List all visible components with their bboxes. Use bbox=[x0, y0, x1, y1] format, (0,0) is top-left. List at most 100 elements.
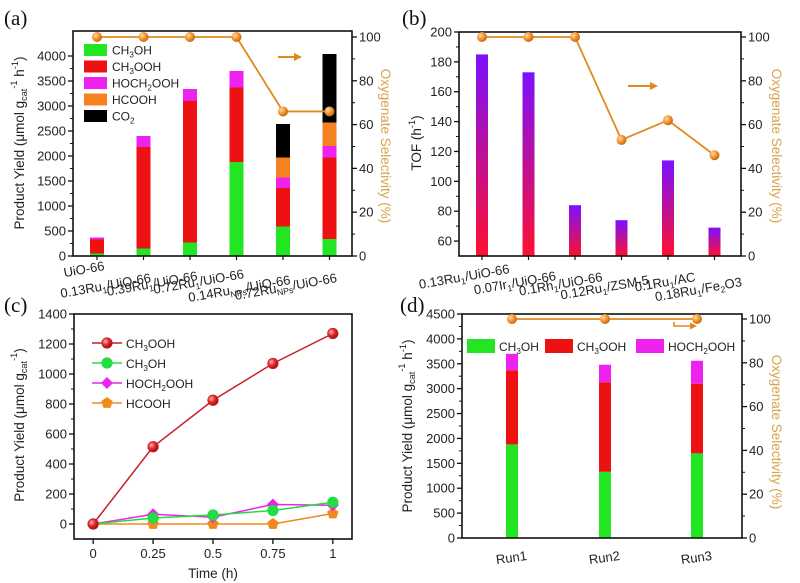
legend-marker bbox=[101, 337, 113, 349]
bar-segment-ch3ooh bbox=[90, 239, 104, 254]
bar-segment-hoch2ooh bbox=[322, 146, 337, 158]
selectivity-point bbox=[709, 150, 720, 161]
y2-axis-label: Oxygenate Selectivity (%) bbox=[769, 69, 784, 224]
legend-label: CO2 bbox=[112, 110, 135, 126]
data-point-ch3ooh bbox=[327, 327, 339, 340]
y-tick-label: 3500 bbox=[37, 74, 66, 89]
y-tick-label: 120 bbox=[430, 144, 452, 159]
data-point-ch3oh bbox=[207, 509, 219, 521]
y-tick-label: 3000 bbox=[37, 99, 66, 114]
selectivity-point bbox=[92, 32, 102, 42]
y-tick-label: 3500 bbox=[426, 356, 455, 371]
panel-label: (d) bbox=[400, 293, 425, 317]
selectivity-point bbox=[523, 32, 534, 42]
y2-tick-label: 0 bbox=[359, 249, 366, 264]
y-tick-label: 500 bbox=[44, 224, 66, 239]
bar-segment-hoch2ooh bbox=[90, 237, 104, 240]
y-tick-label: 100 bbox=[430, 174, 452, 189]
y-tick-label: 180 bbox=[430, 54, 452, 69]
y-axis-label: Product Yield (μmol gcat-1 h-1) bbox=[397, 340, 417, 513]
bar-segment-ch3oh bbox=[506, 444, 518, 538]
x-tick-label: UiO-66 bbox=[62, 258, 105, 280]
axis-arrow-head bbox=[650, 82, 658, 90]
legend-label: CH3OH bbox=[126, 357, 166, 373]
bar-segment-ch3ooh bbox=[322, 157, 337, 239]
data-point-ch3ooh bbox=[207, 394, 219, 406]
y-tick-label: 2000 bbox=[37, 149, 66, 164]
y-tick-label: 4500 bbox=[426, 307, 455, 322]
panel-label: (c) bbox=[4, 293, 27, 317]
selectivity-point bbox=[278, 106, 288, 117]
y2-tick-label: 40 bbox=[749, 443, 763, 458]
y2-tick-label: 60 bbox=[748, 117, 762, 132]
bar-segment-hoch2ooh bbox=[276, 177, 290, 188]
legend-swatch bbox=[636, 339, 664, 353]
bar-segment-hoch2ooh bbox=[506, 353, 518, 371]
y2-tick-label: 40 bbox=[748, 161, 762, 176]
selectivity-point bbox=[663, 115, 673, 126]
legend-swatch bbox=[84, 77, 107, 89]
x-tick-label: 0 bbox=[90, 546, 97, 561]
y2-tick-label: 80 bbox=[748, 73, 762, 88]
bar-segment-ch3oh bbox=[229, 162, 244, 256]
y-tick-label: 200 bbox=[430, 25, 452, 40]
bar-segment-hoch2ooh bbox=[183, 89, 197, 101]
y-tick-label: 140 bbox=[430, 114, 452, 129]
bar-segment-co2 bbox=[322, 54, 337, 123]
y-tick-label: 2500 bbox=[37, 124, 66, 139]
bar-segment-ch3oh bbox=[691, 453, 703, 538]
y-tick-label: 2000 bbox=[426, 431, 455, 446]
panel-label: (b) bbox=[402, 6, 427, 30]
y2-tick-label: 60 bbox=[749, 399, 763, 414]
y-tick-label: 1000 bbox=[37, 199, 66, 214]
data-point-ch3oh bbox=[327, 496, 339, 508]
legend-label: CH3OOH bbox=[577, 340, 626, 356]
legend-label: CH3OOH bbox=[112, 60, 161, 76]
selectivity-point bbox=[231, 32, 242, 42]
y-tick-label: 60 bbox=[438, 234, 452, 249]
y-tick-label: 160 bbox=[430, 84, 452, 99]
y-tick-label: 500 bbox=[433, 506, 455, 521]
selectivity-point bbox=[138, 32, 149, 42]
bar-segment-ch3ooh bbox=[599, 382, 611, 472]
bar-segment-hcooh bbox=[276, 157, 290, 178]
legend-swatch bbox=[84, 44, 107, 56]
bar-segment-hoch2ooh bbox=[599, 364, 611, 383]
legend-marker bbox=[101, 397, 113, 408]
y-tick-label: 2500 bbox=[426, 406, 455, 421]
y-tick-label: 1500 bbox=[426, 456, 455, 471]
bar-segment-ch3oh bbox=[599, 471, 611, 538]
x-tick-label: 0.5 bbox=[204, 546, 222, 561]
bar-segment-ch3ooh bbox=[183, 101, 197, 243]
data-point-ch3oh bbox=[147, 512, 159, 524]
y2-tick-label: 0 bbox=[748, 249, 755, 264]
legend-label: HOCH2OOH bbox=[668, 340, 735, 356]
legend-swatch bbox=[84, 93, 107, 106]
panel-b: (b) 60 80 100 120 140 160 180 200 0 20 40 60 80 100 0.1… bbox=[402, 6, 784, 304]
panel-label: (a) bbox=[4, 6, 27, 30]
bar bbox=[662, 160, 674, 256]
legend-marker bbox=[101, 377, 113, 389]
x-tick-label: 1 bbox=[329, 546, 336, 561]
selectivity-point bbox=[507, 314, 517, 324]
legend-label: CH3OOH bbox=[126, 337, 175, 353]
legend-label: HCOOH bbox=[126, 397, 171, 411]
bar-segment-ch3oh bbox=[90, 253, 104, 256]
y-tick-label: 80 bbox=[438, 204, 452, 219]
legend: CH3OH CH3OOH HOCH2OOH bbox=[467, 339, 735, 356]
bar-segment-ch3ooh bbox=[229, 87, 244, 162]
x-tick-label: Run3 bbox=[680, 548, 713, 567]
x-tick-label: Run1 bbox=[495, 548, 528, 567]
bar-segment-ch3ooh bbox=[506, 370, 518, 445]
panel-a: (a) 0 500 1000 1500 2000 2500 3000 3500 4000 0 20 40… bbox=[4, 6, 393, 305]
bar bbox=[569, 205, 581, 256]
y2-tick-label: 80 bbox=[749, 355, 763, 370]
bar-segment-ch3ooh bbox=[136, 147, 151, 249]
legend: CH3OOH CH3OH HOCH2OOH HCOOH bbox=[92, 337, 193, 411]
y2-tick-label: 20 bbox=[359, 205, 373, 220]
legend-label: HOCH2OOH bbox=[112, 77, 179, 93]
y-axis-label: Product Yield (μmol gcat-1 h-1) bbox=[9, 57, 29, 230]
y-tick-label: 200 bbox=[45, 487, 67, 502]
data-point-ch3ooh bbox=[147, 441, 159, 453]
